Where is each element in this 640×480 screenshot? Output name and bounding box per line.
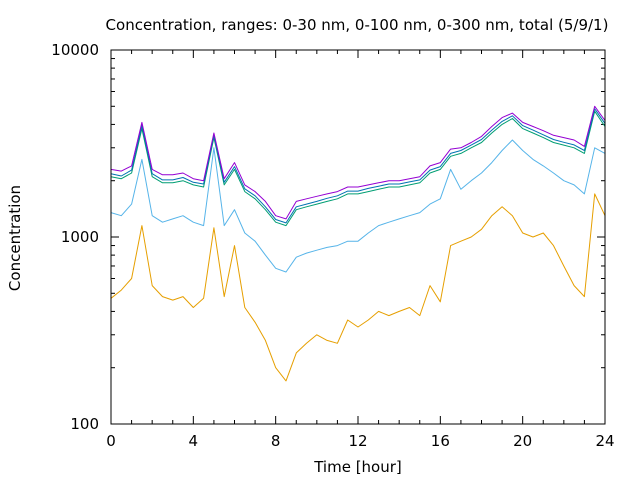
x-tick-label: 20 bbox=[513, 432, 532, 450]
x-tick-label: 24 bbox=[595, 432, 614, 450]
x-tick-label: 0 bbox=[106, 432, 116, 450]
plot-frame bbox=[110, 49, 606, 425]
x-axis-label: Time [hour] bbox=[313, 458, 402, 476]
chart-title: Concentration, ranges: 0-30 nm, 0-100 nm… bbox=[106, 16, 609, 34]
y-tick-label: 10000 bbox=[51, 41, 99, 59]
axis-ticks: 0 4 8 12 16 20 24 100 1000 10000 bbox=[51, 41, 614, 450]
series-line-2 bbox=[110, 139, 606, 273]
x-tick-label: 12 bbox=[348, 432, 367, 450]
y-axis-label: Concentration bbox=[6, 185, 24, 291]
series-line-5 bbox=[110, 105, 606, 220]
x-tick-label: 16 bbox=[431, 432, 450, 450]
x-tick-label: 8 bbox=[271, 432, 281, 450]
series-layer bbox=[110, 105, 606, 382]
series-line-4 bbox=[110, 108, 606, 224]
y-tick-label: 1000 bbox=[61, 228, 99, 246]
y-tick-label: 100 bbox=[70, 415, 99, 433]
series-line-1 bbox=[110, 193, 606, 382]
x-tick-label: 4 bbox=[189, 432, 199, 450]
series-line-3 bbox=[110, 110, 606, 227]
